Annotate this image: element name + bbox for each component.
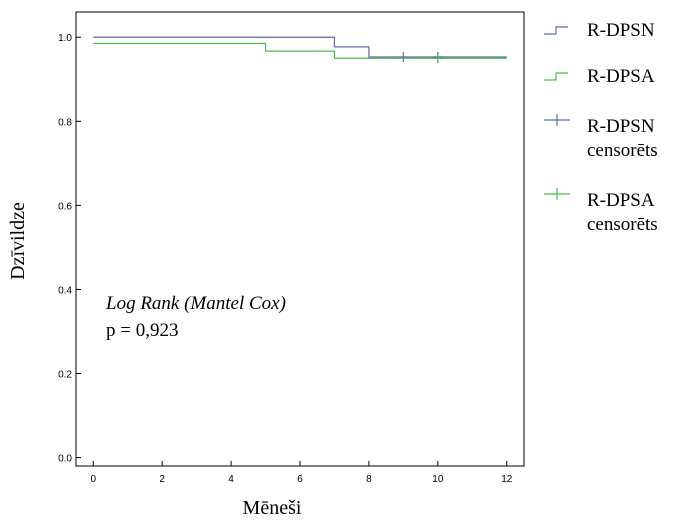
series-line-r-dpsn	[93, 36, 507, 58]
y-tick-label: 0.0	[58, 454, 72, 465]
legend-item-1: R-DPSA	[544, 66, 655, 87]
series-layer	[93, 36, 507, 64]
y-tick-label: 0.8	[58, 117, 72, 128]
x-tick-label: 10	[432, 474, 444, 485]
legend-label: censorēts	[587, 214, 658, 235]
legend-label: R-DPSN	[587, 20, 655, 41]
plot-area	[75, 11, 525, 467]
legend: R-DPSN R-DPSA R-DPSN censorēts R-DPSA censorē…	[544, 20, 658, 235]
legend-step-icon	[544, 26, 568, 35]
x-tick-label: 6	[297, 474, 303, 485]
y-tick-label: 0.2	[58, 370, 72, 381]
x-tick-label: 4	[228, 474, 234, 485]
legend-label: R-DPSA	[587, 66, 655, 87]
y-axis-title: Dzīvildze	[7, 202, 29, 280]
legend-label: censorēts	[587, 140, 658, 161]
legend-label: R-DPSA	[587, 190, 655, 211]
x-tick-label: 12	[501, 474, 513, 485]
legend-item-0: R-DPSN	[544, 20, 655, 41]
test-name-annotation: Log Rank (Mantel Cox)	[105, 293, 286, 314]
x-tick-label: 8	[366, 474, 372, 485]
legend-label: R-DPSN	[587, 116, 655, 137]
legend-item-3: R-DPSA censorēts	[544, 188, 658, 235]
legend-item-2: R-DPSN censorēts	[544, 114, 658, 161]
legend-step-icon	[544, 72, 568, 81]
y-tick-label: 0.6	[58, 201, 72, 212]
x-axis-title: Mēneši	[243, 497, 302, 519]
x-tick-label: 0	[90, 474, 96, 485]
x-tick-label: 2	[159, 474, 165, 485]
censor-mark-r-dpsn	[398, 51, 409, 62]
p-value-annotation: p = 0,923	[106, 320, 178, 341]
y-tick-label: 1.0	[58, 33, 72, 44]
y-tick-label: 0.4	[58, 285, 72, 296]
series-line-r-dpsa	[93, 42, 507, 59]
axes: 0 2 4 6 8 10 12 0.0 0.2 0.4 0.6 0.8 1.0	[58, 33, 513, 485]
censor-mark-r-dpsa	[432, 53, 443, 64]
